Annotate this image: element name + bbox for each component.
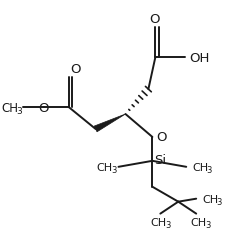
Polygon shape (94, 115, 126, 132)
Text: O: O (156, 131, 166, 144)
Text: 3: 3 (16, 106, 22, 115)
Text: CH: CH (190, 217, 206, 227)
Text: 3: 3 (166, 220, 171, 229)
Text: O: O (38, 101, 49, 114)
Text: CH: CH (150, 217, 166, 227)
Text: CH: CH (2, 101, 18, 114)
Text: O: O (149, 13, 160, 26)
Text: CH: CH (202, 194, 218, 204)
Text: Si: Si (154, 154, 166, 167)
Text: 3: 3 (111, 166, 116, 175)
Text: CH: CH (192, 162, 208, 172)
Text: CH: CH (96, 162, 112, 172)
Text: 3: 3 (216, 197, 222, 206)
Text: OH: OH (189, 52, 210, 64)
Text: O: O (70, 62, 81, 75)
Text: 3: 3 (206, 220, 211, 229)
Text: 3: 3 (206, 166, 212, 175)
